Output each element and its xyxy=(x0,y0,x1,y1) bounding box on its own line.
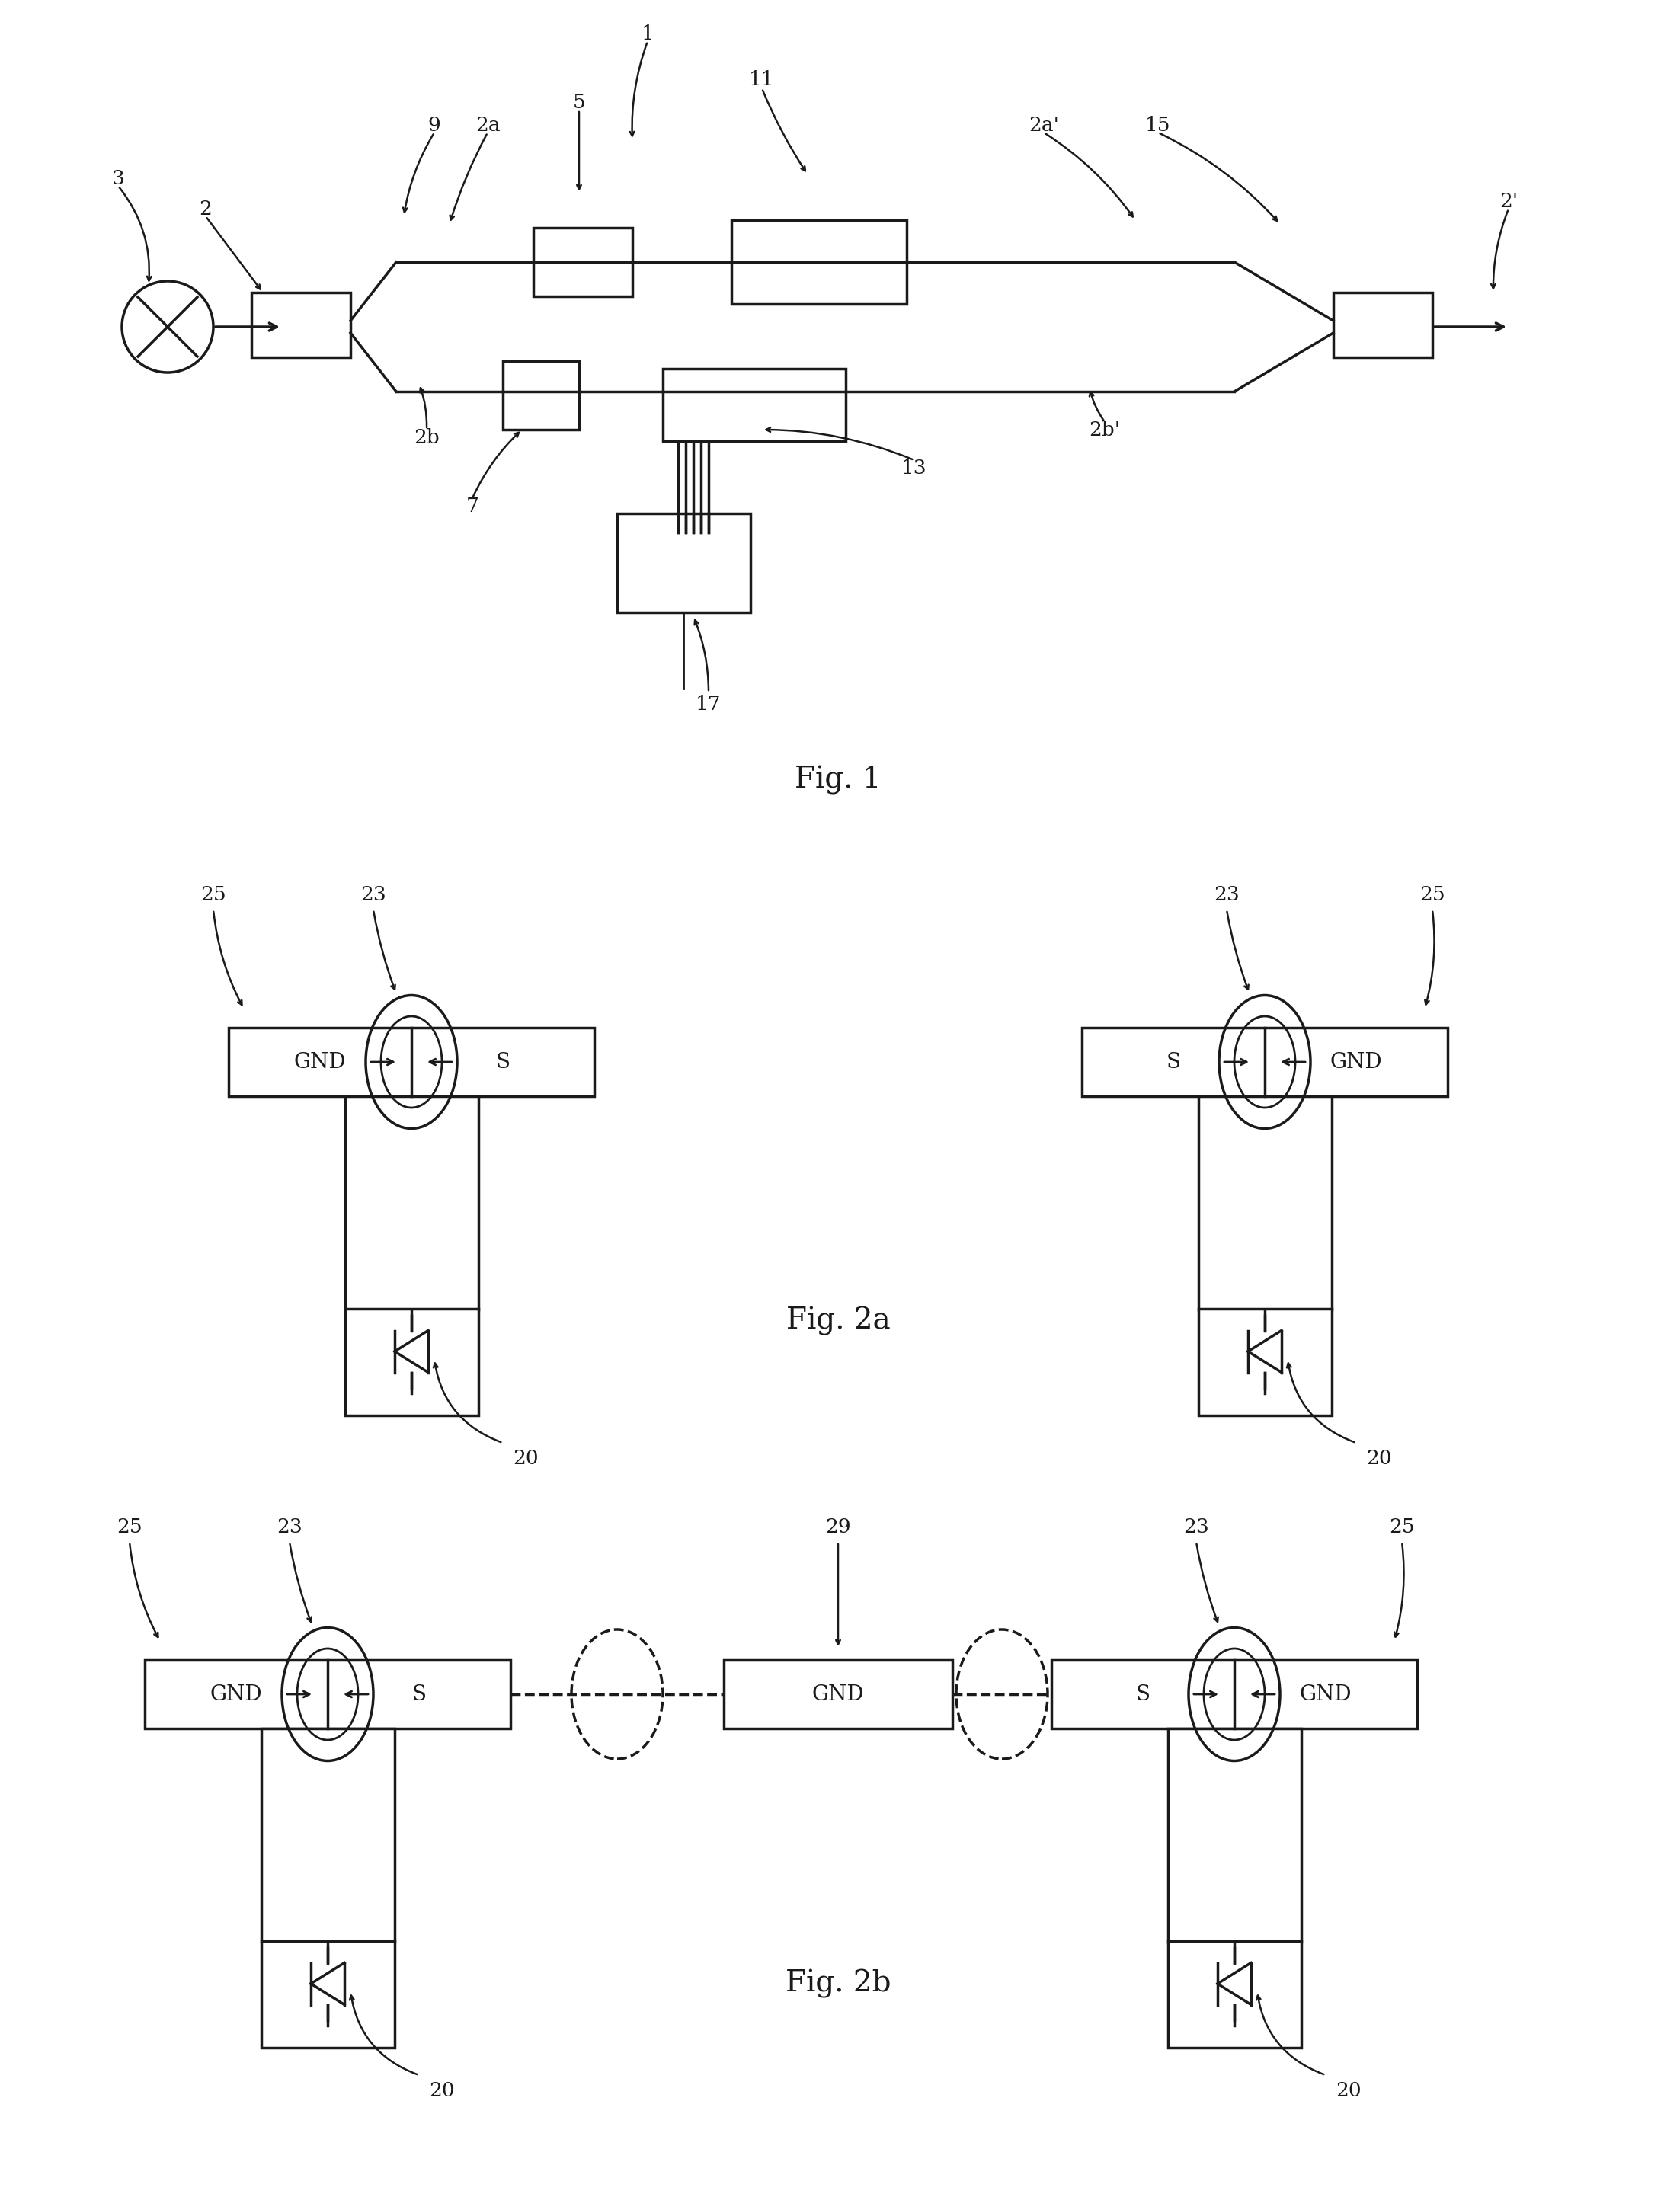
Bar xyxy=(1168,1729,1300,1942)
Text: 20: 20 xyxy=(512,1448,539,1468)
Text: 11: 11 xyxy=(749,70,774,88)
Bar xyxy=(724,1661,953,1729)
Text: 2a': 2a' xyxy=(1028,116,1058,134)
Text: GND: GND xyxy=(294,1052,346,1072)
Text: 1: 1 xyxy=(642,24,654,44)
Text: 20: 20 xyxy=(1366,1448,1391,1468)
Text: Fig. 1: Fig. 1 xyxy=(795,765,882,795)
Bar xyxy=(144,1661,511,1729)
Text: GND: GND xyxy=(1300,1683,1352,1705)
Text: S: S xyxy=(412,1683,427,1705)
Text: S: S xyxy=(1136,1683,1151,1705)
Bar xyxy=(344,1309,479,1415)
Text: 20: 20 xyxy=(428,2081,455,2100)
Text: 2a: 2a xyxy=(475,116,501,134)
Text: GND: GND xyxy=(210,1683,262,1705)
Text: 23: 23 xyxy=(277,1518,302,1536)
Text: 23: 23 xyxy=(361,885,386,903)
Bar xyxy=(260,1729,395,1942)
Bar xyxy=(252,292,351,358)
Text: 2: 2 xyxy=(200,200,212,218)
Text: 7: 7 xyxy=(465,497,479,516)
Text: GND: GND xyxy=(811,1683,864,1705)
Bar xyxy=(1334,292,1433,358)
Text: 2': 2' xyxy=(1499,191,1517,211)
Text: Fig. 2b: Fig. 2b xyxy=(785,1969,890,1999)
Text: Fig. 2a: Fig. 2a xyxy=(786,1307,890,1336)
Bar xyxy=(344,1096,479,1309)
Text: 13: 13 xyxy=(902,459,927,477)
Bar xyxy=(1198,1096,1332,1309)
Text: 29: 29 xyxy=(825,1518,850,1536)
Text: 23: 23 xyxy=(1183,1518,1210,1536)
Bar xyxy=(1052,1661,1418,1729)
Text: 23: 23 xyxy=(1215,885,1240,903)
Bar xyxy=(228,1028,595,1096)
Bar xyxy=(617,514,751,613)
Bar xyxy=(1168,1940,1300,2048)
Bar xyxy=(1198,1309,1332,1415)
Text: 3: 3 xyxy=(111,169,124,187)
Text: 17: 17 xyxy=(696,694,721,714)
Bar xyxy=(502,360,580,431)
Bar xyxy=(1082,1028,1448,1096)
Text: 15: 15 xyxy=(1146,116,1171,134)
Text: 25: 25 xyxy=(1389,1518,1415,1536)
Text: 2b': 2b' xyxy=(1089,420,1121,439)
Text: 5: 5 xyxy=(573,92,585,112)
Bar xyxy=(664,369,845,442)
Bar xyxy=(533,228,632,297)
Text: 25: 25 xyxy=(200,885,227,903)
Text: GND: GND xyxy=(1331,1052,1383,1072)
Text: S: S xyxy=(496,1052,511,1072)
Text: 25: 25 xyxy=(1420,885,1445,903)
Bar xyxy=(731,220,907,303)
Text: 25: 25 xyxy=(116,1518,143,1536)
Text: 9: 9 xyxy=(428,116,440,134)
Text: S: S xyxy=(1166,1052,1181,1072)
Text: 2b: 2b xyxy=(413,428,440,446)
Bar xyxy=(260,1940,395,2048)
Text: 20: 20 xyxy=(1336,2081,1361,2100)
